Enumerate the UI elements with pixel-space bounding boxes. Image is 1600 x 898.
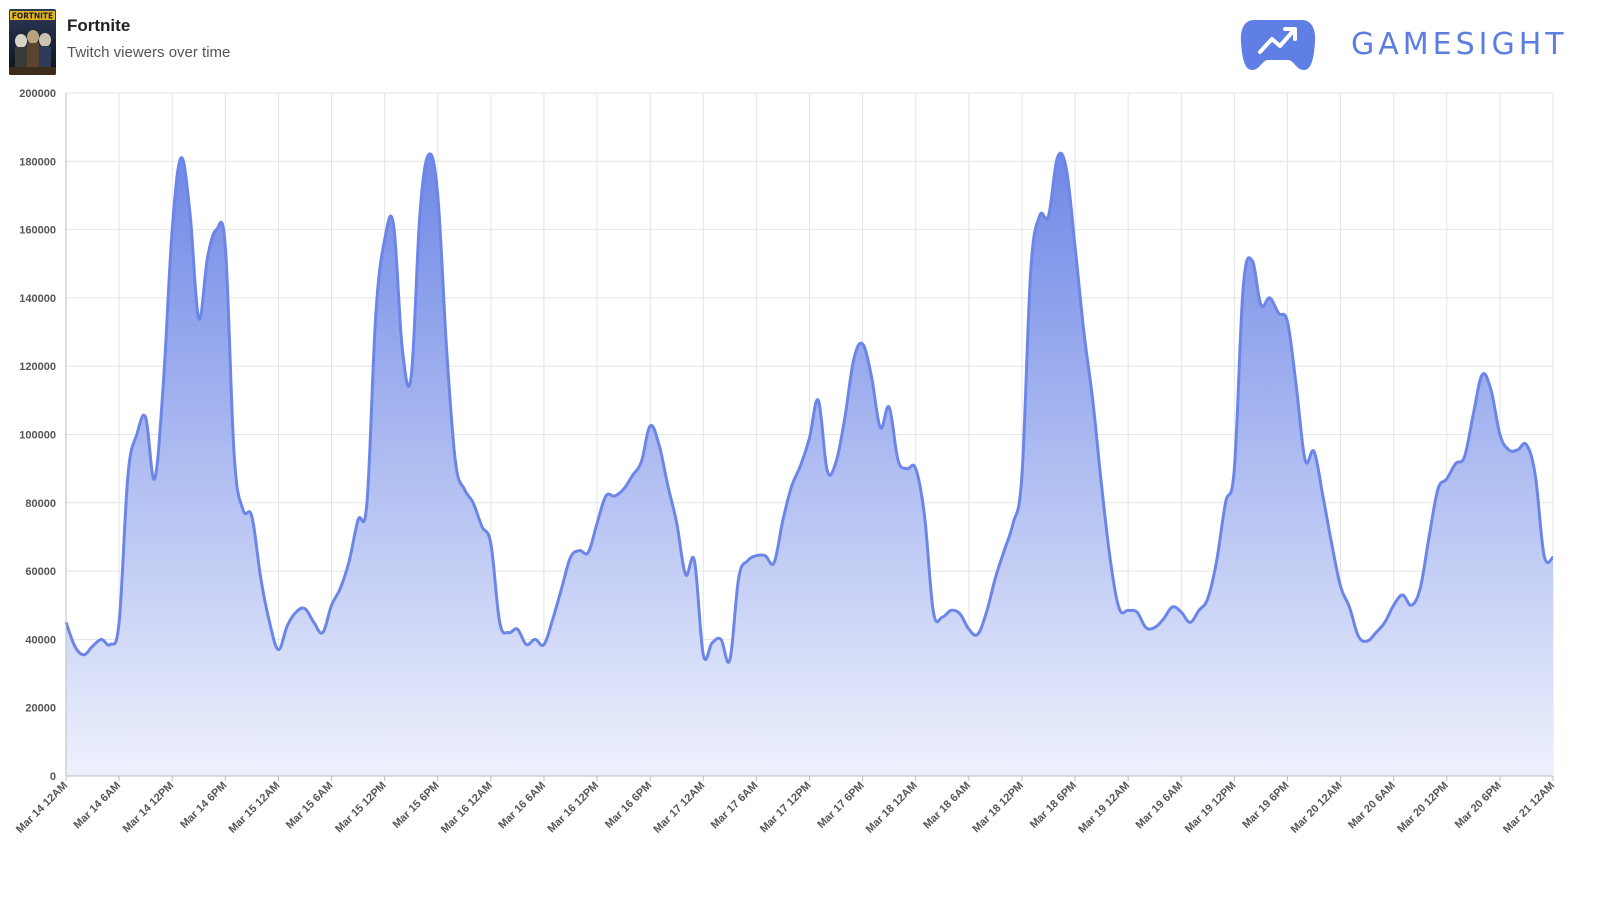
x-tick-label: Mar 16 6PM [603, 780, 654, 831]
x-tick-label: Mar 19 6AM [1134, 780, 1186, 832]
x-tick-label: Mar 20 12PM [1395, 780, 1451, 836]
x-tick-label: Mar 16 12PM [546, 780, 602, 836]
y-tick-label: 180000 [19, 156, 56, 168]
y-tick-label: 20000 [25, 703, 56, 715]
y-tick-label: 160000 [19, 225, 56, 237]
x-tick-label: Mar 20 6AM [1346, 780, 1398, 832]
y-tick-label: 140000 [19, 293, 56, 305]
x-tick-label: Mar 15 6PM [391, 780, 442, 831]
x-tick-label: Mar 15 12PM [333, 780, 389, 836]
y-tick-label: 40000 [25, 634, 56, 646]
y-tick-label: 100000 [19, 430, 56, 442]
x-tick-label: Mar 19 6PM [1240, 780, 1291, 831]
fortnite-cover-image: FORTNITE [9, 9, 56, 75]
svg-text:FORTNITE: FORTNITE [12, 12, 53, 21]
x-tick-label: Mar 16 6AM [496, 780, 548, 832]
x-tick-label: Mar 19 12PM [1183, 780, 1239, 836]
x-tick-label: Mar 18 6PM [1028, 780, 1079, 831]
y-tick-label: 60000 [25, 566, 56, 578]
chart-area-layer [64, 151, 1555, 776]
page-title: Fortnite [67, 16, 131, 35]
page-subtitle: Twitch viewers over time [67, 44, 231, 61]
viewers-area-chart: 0 20000 40000 60000 80000 100000 120000 140000 1… [14, 88, 1557, 836]
x-tick-label: Mar 17 6AM [709, 780, 761, 832]
x-tick-label: Mar 17 12PM [758, 780, 814, 836]
x-tick-label: Mar 20 12AM [1289, 780, 1345, 836]
x-tick-label: Mar 21 12AM [1501, 780, 1557, 836]
x-tick-label: Mar 18 12PM [970, 780, 1026, 836]
x-tick-label: Mar 17 12AM [651, 780, 707, 836]
x-tick-label: Mar 20 6PM [1453, 780, 1504, 831]
y-tick-label: 80000 [25, 498, 56, 510]
chart-header: FORTNITE Fortnite Twitch viewers over ti… [0, 0, 1600, 90]
x-tick-label: Mar 14 6PM [178, 780, 229, 831]
game-thumbnail: FORTNITE [9, 9, 56, 75]
x-tick-label: Mar 18 12AM [864, 780, 920, 836]
brand-name: GAMESIGHT [1351, 27, 1568, 62]
x-tick-label: Mar 19 12AM [1076, 780, 1132, 836]
x-tick-label: Mar 17 6PM [815, 780, 866, 831]
x-tick-label: Mar 16 12AM [439, 780, 495, 836]
gamesight-logo: GAMESIGHT [1236, 14, 1596, 76]
x-tick-label: Mar 15 12AM [227, 780, 283, 836]
x-tick-label: Mar 14 12AM [14, 780, 70, 836]
x-tick-label: Mar 15 6AM [284, 780, 336, 832]
gamepad-chart-icon [1240, 20, 1316, 70]
y-tick-label: 120000 [19, 361, 56, 373]
y-axis-ticks: 0 20000 40000 60000 80000 100000 120000 140000 1… [19, 88, 56, 783]
y-tick-label: 200000 [19, 88, 56, 100]
x-tick-label: Mar 14 6AM [72, 780, 124, 832]
y-tick-label: 0 [50, 771, 56, 783]
x-tick-label: Mar 14 12PM [121, 780, 177, 836]
viewers-series-line [64, 151, 1555, 664]
viewers-area-fill [66, 153, 1553, 776]
x-tick-label: Mar 18 6AM [921, 780, 973, 832]
